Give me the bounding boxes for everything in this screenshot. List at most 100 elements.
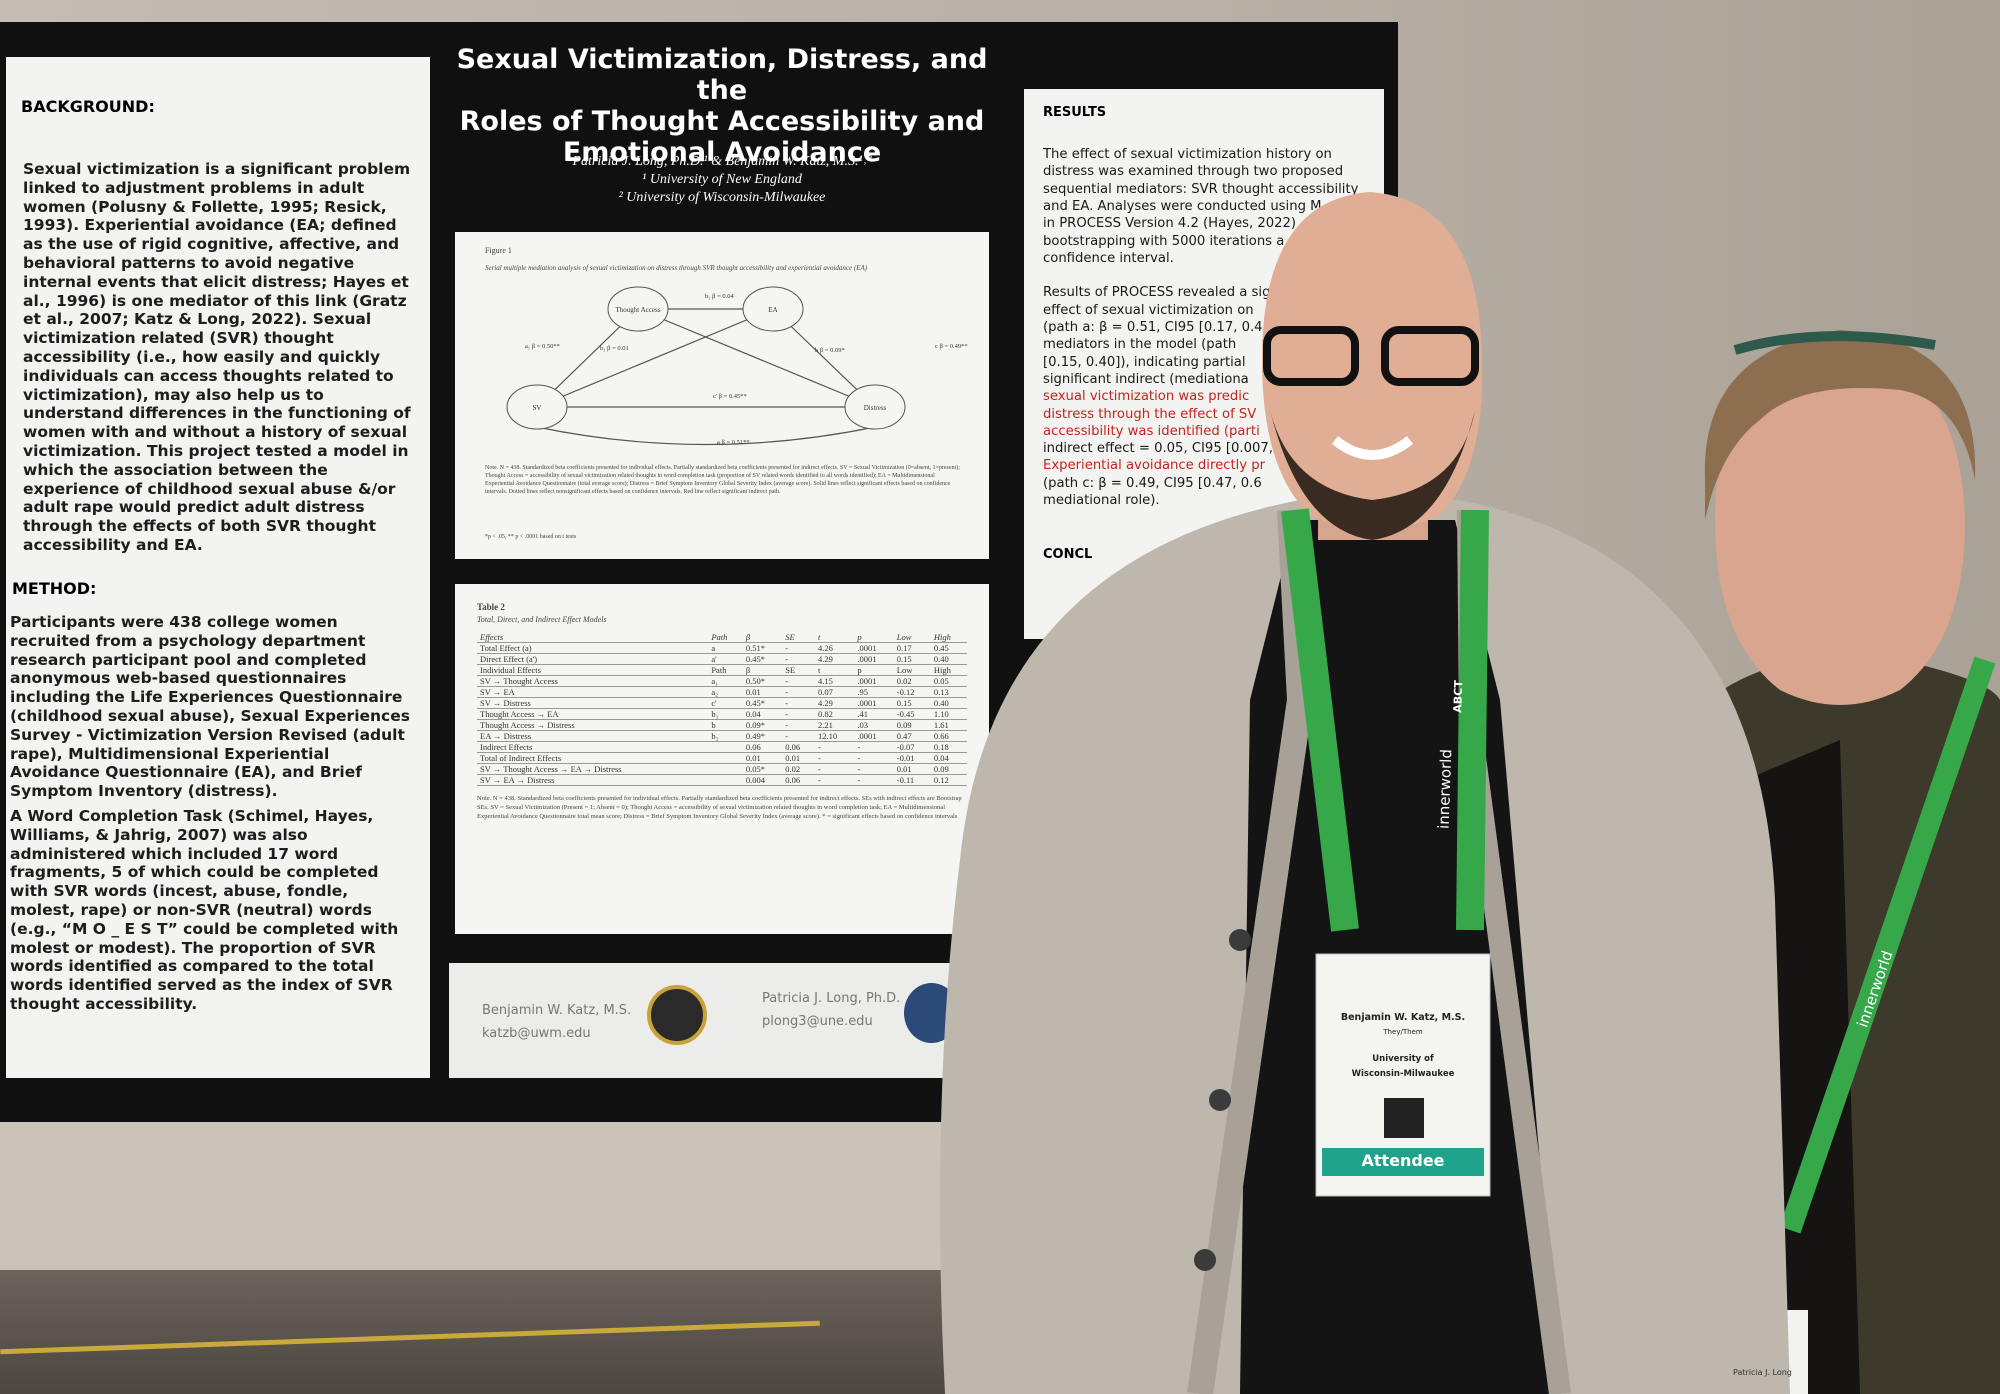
results-line: indirect effect = 0.05, CI95 [0.007, [1043,441,1273,457]
table-cell: 0.04 [930,752,967,764]
table-cell: 0.15 [893,653,931,665]
table-cell: 0.47 [893,730,931,742]
table-row: SV → Thought Access → EA → Distress 0.05*… [477,763,967,775]
section-heading: CONCL [1043,547,1093,562]
node-label: EA [768,306,777,314]
table-cell: .41 [854,708,894,720]
results-line: sexual victimization was predic [1043,389,1250,405]
table-cell [708,763,743,775]
table-row: EA → Distress b₂ 0.49* -12.10.0001 0.47 0.66 [477,730,967,742]
man-glasses [1381,326,1479,386]
badge2-name: Patricia J. Long [1733,1368,1792,1377]
table-cell: Total of Indirect Effects [477,752,709,764]
table-cell: 0.06 [742,741,783,753]
table-cell: -0.07 [893,741,931,753]
table-cell: High [930,664,967,676]
table-cell: SV → EA [477,686,709,698]
node [506,384,568,430]
results-line: mediational role). [1043,493,1160,508]
table-cell: β [742,664,783,676]
results-table: Effects Path β SE t p Low High Total Effect (a) a… [477,632,967,786]
node [844,384,906,430]
affiliation: ² University of Wisconsin-Milwaukee [618,190,826,205]
table-cell: Direct Effect (a') [477,653,709,665]
badge-band [1322,1148,1484,1176]
table-cell: 0.02 [782,763,815,775]
results-line: distress through the effect of SV [1043,406,1257,422]
table-row: SV → EA → Distress 0.004 0.06- - -0.11 0.12 [477,774,967,786]
node [742,286,804,332]
table-cell: EA → Distress [477,730,709,742]
table-cell: 0.05* [742,763,783,775]
table-cell: 0.09 [930,763,967,775]
table-cell: 0.51* [742,642,783,654]
table-cell: 0.01 [742,752,783,764]
table-cell: 0.49* [742,730,783,742]
table-cell: -0.01 [893,752,931,764]
results-line: effect of sexual victimization on [1043,302,1254,318]
author-line: Patricia J. Long, Ph.D.¹ & Benjamin W. K… [572,154,872,169]
results-line: Results of PROCESS revealed a sig [1043,285,1271,301]
table-cell: - [854,774,894,786]
button [1209,1089,1231,1111]
results-line: distress was examined through two propos… [1043,164,1344,180]
man-lanyard [1456,509,1489,931]
table-cell: SV → EA → Distress [477,774,709,786]
table-note: Note. N = 438. Standardized beta coeffic… [477,795,962,820]
table-cell: - [854,752,894,764]
table-cell: 0.004 [742,774,783,786]
results-line: in PROCESS Version 4.2 (Hayes, 2022) [1043,216,1297,232]
table-cell: - [815,763,855,775]
figure-box: Figure 1 Serial multiple mediation analys… [455,232,989,559]
table-cell: 0.66 [930,730,967,742]
table-cell: Total Effect (a) [477,642,709,654]
table-cell: Individual Effects [477,664,709,676]
table-cell: b₂ [708,730,743,742]
path-label: a₁ β = 0.50** [525,343,560,350]
table-cell: b [708,719,743,731]
path-arrow [637,308,876,408]
badge-pronouns: They/Them [1383,1028,1423,1036]
table-cell: 0.13 [930,686,967,698]
table-cell: Indirect Effects [477,741,709,753]
table-cell: - [782,675,815,687]
table-cell: 0.15 [893,697,931,709]
figure-label: Figure 1 [485,246,512,255]
table-cell: - [815,752,855,764]
table-cell [708,752,743,764]
path-label: a β = 0.51** [717,439,750,446]
results-line: accessibility was identified (parti [1043,423,1260,439]
table-cell: 0.05 [930,675,967,687]
table-cell: 0.82 [815,708,855,720]
contact-email: plong3@une.edu [762,1014,873,1029]
table-header-cell: Low [893,632,931,643]
table-cell: 0.40 [930,697,967,709]
table-cell: t [815,664,855,676]
table-row: SV → Distress c' 0.45* -4.29.0001 0.15 0.40 [477,697,967,709]
button [1194,1249,1216,1271]
table-cell: 2.21 [815,719,855,731]
results-line: bootstrapping with 5000 iterations a [1043,233,1285,249]
results-line: and EA. Analyses were conducted using M [1043,198,1322,214]
table-row: Total Effect (a) a 0.51* -4.26.0001 0.17 0.45 [477,642,967,654]
poster-title: Sexual Victimization, Distress, and the R… [455,44,989,168]
table-cell: p [854,664,894,676]
woman-glasses [1733,331,1936,355]
table-cell: 0.06 [782,774,815,786]
table-cell: Low [893,664,931,676]
table-cell: 4.26 [815,642,855,654]
title-line: Emotional Avoidance [562,137,882,168]
table-header-cell: High [930,632,967,643]
table-cell: Path [708,664,743,676]
table-cell: 0.45 [930,642,967,654]
table-box: Table 2 Total, Direct, and Indirect Effec… [455,584,989,934]
results-line: (path a: β = 0.51, CI95 [0.17, 0.45 [1043,320,1271,335]
path-label: c' β = 0.45** [713,393,747,400]
section-heading: BACKGROUND: [21,97,155,116]
node-label: SV [533,404,542,412]
results-line: Experiential avoidance directly pr [1043,458,1266,474]
table-cell: 0.04 [742,708,783,720]
table-cell: a₂ [708,686,743,698]
table-cell: - [782,686,815,698]
